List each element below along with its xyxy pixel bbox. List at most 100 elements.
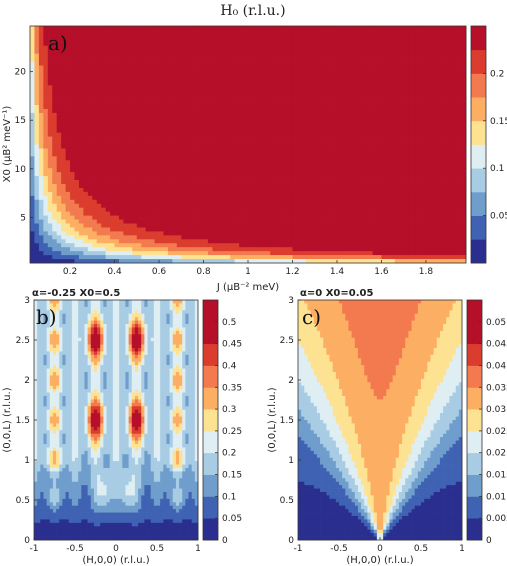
panel-a-cell: [190, 93, 195, 97]
panel-a-cell: [310, 125, 315, 129]
panel-a-cell: [48, 212, 53, 216]
panel-a-cell: [386, 164, 391, 168]
panel-a-cell: [275, 156, 280, 160]
panel-a-cell: [230, 192, 235, 196]
panel-a-cell: [235, 192, 240, 196]
panel-a-cell: [239, 188, 244, 192]
panel-a-cell: [74, 101, 79, 105]
panel-a-cell: [404, 188, 409, 192]
panel-a-cell: [341, 26, 346, 30]
panel-a-cell: [110, 204, 115, 208]
panel-a-cell: [128, 34, 133, 38]
panel-a-cell: [430, 164, 435, 168]
panel-a-cell: [275, 176, 280, 180]
panel-a-cell: [377, 30, 382, 34]
panel-a-cell: [275, 220, 280, 224]
panel-a-cell: [315, 156, 320, 160]
panel-a-cell: [310, 188, 315, 192]
panel-a-cell: [186, 184, 191, 188]
panel-a-cell: [381, 62, 386, 66]
panel-a-cell: [457, 184, 462, 188]
panel-a-cell: [163, 105, 168, 109]
panel-a-cell: [395, 121, 400, 125]
panel-a-cell: [248, 224, 253, 228]
panel-a-cell: [34, 164, 39, 168]
panel-a-cell: [70, 160, 75, 164]
panel-a-cell: [297, 89, 302, 93]
panel-a-cell: [239, 156, 244, 160]
panel-a-cell: [208, 176, 213, 180]
panel-a-cell: [83, 152, 88, 156]
panel-a-cell: [257, 137, 262, 141]
panel-a-cell: [346, 164, 351, 168]
panel-a-cell: [128, 156, 133, 160]
panel-a-cell: [92, 97, 97, 101]
panel-a-cell: [368, 224, 373, 228]
panel-a-cell: [199, 200, 204, 204]
panel-a-cell: [168, 30, 173, 34]
panel-a-cell: [373, 85, 378, 89]
panel-a-cell: [43, 85, 48, 89]
panel-a-cell: [444, 73, 449, 77]
panel-a-cell: [43, 73, 48, 77]
panel-a-cell: [381, 145, 386, 149]
panel-a-cell: [422, 152, 427, 156]
panel-a-cell: [430, 26, 435, 30]
panel-a-cell: [270, 46, 275, 50]
panel-a-cell: [52, 117, 57, 121]
panel-a-cell: [52, 101, 57, 105]
panel-a-cell: [310, 148, 315, 152]
panel-a-cell: [168, 58, 173, 62]
panel-a-cell: [284, 152, 289, 156]
panel-a-cell: [230, 85, 235, 89]
panel-a-cell: [181, 42, 186, 46]
panel-a-cell: [292, 152, 297, 156]
panel-a-cell: [417, 152, 422, 156]
panel-a-cell: [106, 66, 111, 70]
panel-a-cell: [333, 81, 338, 85]
panel-a-cell: [66, 164, 71, 168]
panel-a-cell: [70, 172, 75, 176]
panel-a-cell: [266, 62, 271, 66]
panel-a-cell: [261, 164, 266, 168]
panel-a-cell: [235, 125, 240, 129]
panel-a-cell: [57, 77, 62, 81]
panel-a-cell: [337, 176, 342, 180]
panel-a-cell: [457, 212, 462, 216]
panel-a-cell: [341, 117, 346, 121]
panel-a-cell: [373, 212, 378, 216]
panel-a-cell: [190, 204, 195, 208]
panel-a-cell: [252, 105, 257, 109]
panel-a-cell: [444, 62, 449, 66]
panel-a-cell: [141, 58, 146, 62]
panel-a-cell: [30, 184, 35, 188]
panel-a-cell: [301, 121, 306, 125]
panel-a-cell: [244, 160, 249, 164]
panel-a-cell: [123, 113, 128, 117]
panel-a-cell: [172, 129, 177, 133]
panel-a-cell: [190, 121, 195, 125]
panel-a-cell: [266, 38, 271, 42]
panel-a-cell: [275, 101, 280, 105]
panel-a-cell: [426, 145, 431, 149]
panel-a-cell: [319, 172, 324, 176]
panel-a-cell: [155, 50, 160, 54]
panel-a-cell: [373, 184, 378, 188]
panel-a-cell: [248, 220, 253, 224]
panel-a-cell: [399, 73, 404, 77]
panel-a-cell: [284, 30, 289, 34]
panel-a-cell: [177, 184, 182, 188]
panel-a-cell: [390, 85, 395, 89]
panel-a-cell: [208, 156, 213, 160]
panel-a-cell: [61, 105, 66, 109]
panel-a-cell: [239, 38, 244, 42]
panel-a-cell: [306, 152, 311, 156]
panel-a-cell: [163, 93, 168, 97]
panel-a-cell: [226, 38, 231, 42]
panel-a-cell: [66, 81, 71, 85]
panel-a-cell: [395, 188, 400, 192]
panel-a-cell: [422, 81, 427, 85]
panel-a-cell: [181, 109, 186, 113]
panel-a-cell: [266, 34, 271, 38]
panel-a-cell: [186, 216, 191, 220]
